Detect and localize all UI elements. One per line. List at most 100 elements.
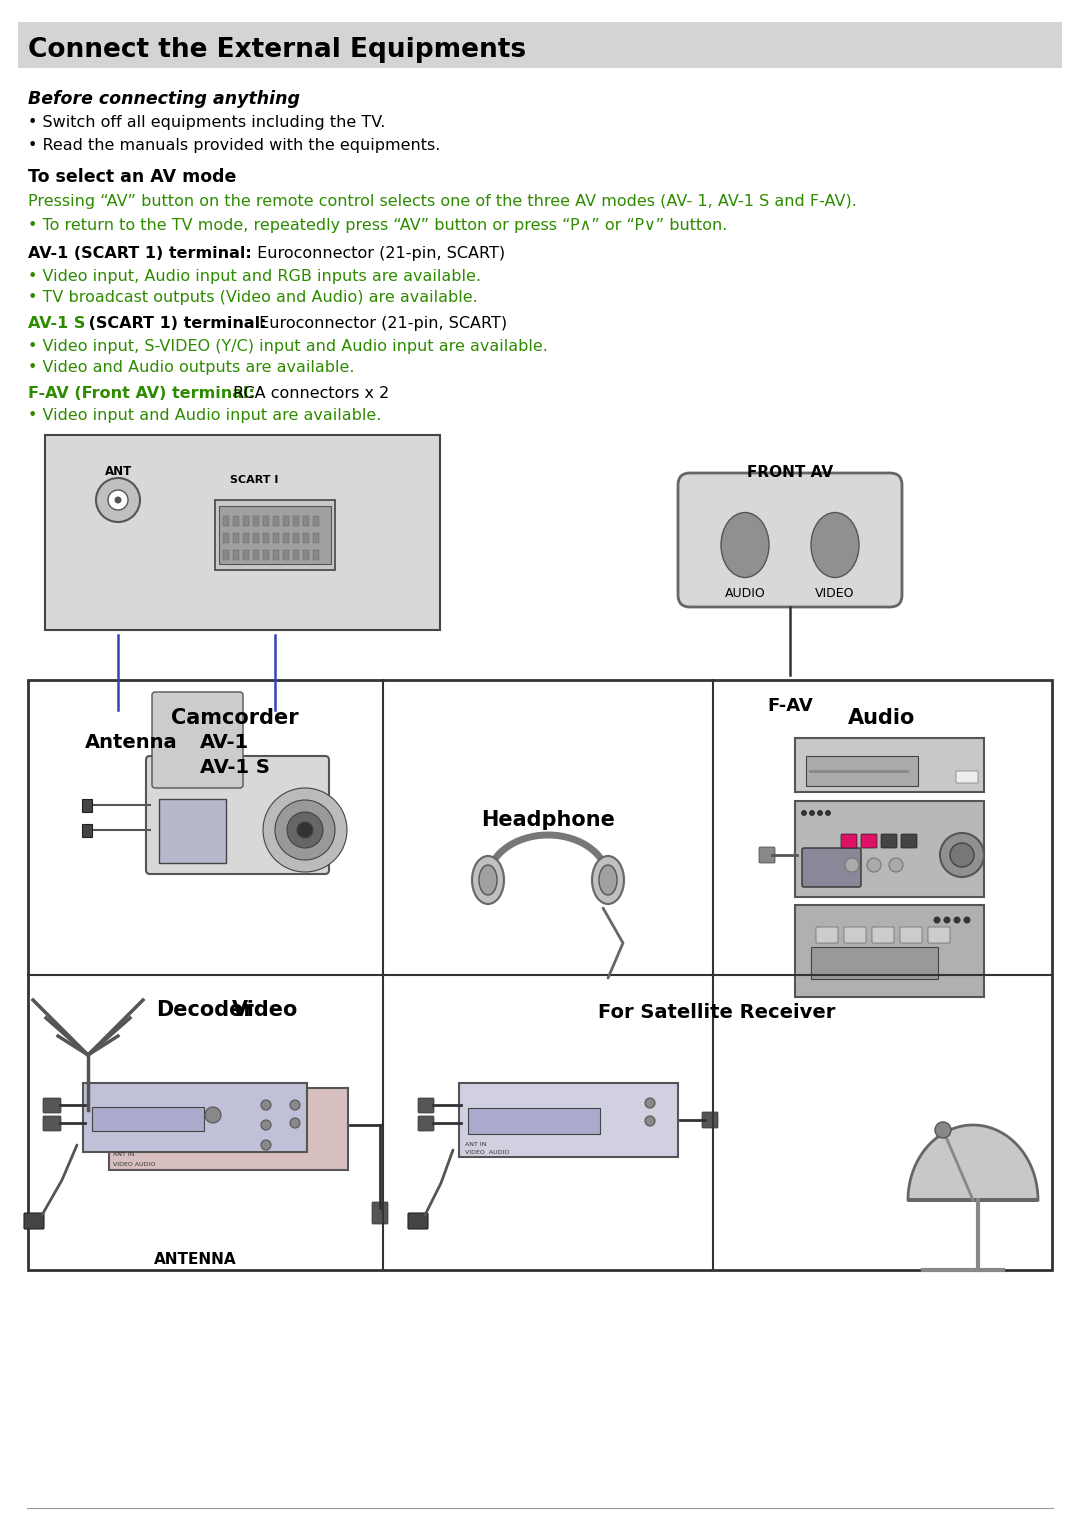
Circle shape (108, 490, 129, 510)
Text: Euroconnector (21-pin, SCART): Euroconnector (21-pin, SCART) (254, 316, 508, 332)
FancyBboxPatch shape (159, 799, 226, 863)
Text: F-AV: F-AV (767, 697, 813, 715)
Text: • Video input, Audio input and RGB inputs are available.: • Video input, Audio input and RGB input… (28, 269, 481, 284)
Circle shape (801, 810, 807, 816)
Text: • To return to the TV mode, repeatedly press “AV” button or press “P∧” or “P∨” b: • To return to the TV mode, repeatedly p… (28, 219, 727, 232)
Circle shape (205, 1106, 221, 1123)
Text: Antenna: Antenna (85, 733, 177, 752)
Text: • Switch off all equipments including the TV.: • Switch off all equipments including th… (28, 115, 386, 130)
Text: Video: Video (232, 999, 298, 1021)
FancyBboxPatch shape (222, 516, 229, 526)
FancyBboxPatch shape (861, 834, 877, 848)
FancyBboxPatch shape (243, 533, 249, 542)
FancyBboxPatch shape (293, 516, 299, 526)
FancyBboxPatch shape (253, 533, 259, 542)
Ellipse shape (599, 865, 617, 895)
FancyBboxPatch shape (219, 506, 330, 564)
Circle shape (933, 917, 941, 923)
FancyBboxPatch shape (313, 533, 319, 542)
FancyBboxPatch shape (166, 1100, 184, 1112)
Text: Audio: Audio (848, 707, 916, 727)
FancyBboxPatch shape (303, 550, 309, 559)
Circle shape (645, 1115, 654, 1126)
FancyBboxPatch shape (109, 1088, 348, 1170)
FancyBboxPatch shape (759, 847, 775, 863)
Text: VIDEO AUDIO: VIDEO AUDIO (113, 1161, 156, 1167)
Circle shape (889, 859, 903, 872)
Circle shape (114, 497, 121, 504)
Text: AV-1 S: AV-1 S (28, 316, 85, 332)
Text: Decoder: Decoder (157, 999, 254, 1021)
FancyBboxPatch shape (264, 533, 269, 542)
Text: VIDEO  AUDIO: VIDEO AUDIO (465, 1151, 510, 1155)
FancyBboxPatch shape (293, 550, 299, 559)
FancyBboxPatch shape (702, 1112, 718, 1128)
Text: ANTENNA: ANTENNA (153, 1251, 237, 1267)
FancyBboxPatch shape (233, 550, 239, 559)
FancyBboxPatch shape (43, 1115, 60, 1131)
Text: RCA connectors x 2: RCA connectors x 2 (228, 387, 389, 400)
FancyBboxPatch shape (273, 550, 279, 559)
FancyBboxPatch shape (283, 516, 289, 526)
Circle shape (291, 1100, 300, 1109)
FancyBboxPatch shape (152, 692, 243, 788)
FancyBboxPatch shape (313, 516, 319, 526)
Circle shape (287, 811, 323, 848)
FancyBboxPatch shape (802, 848, 861, 886)
FancyBboxPatch shape (872, 927, 894, 943)
FancyBboxPatch shape (222, 550, 229, 559)
Text: (SCART 1) terminal:: (SCART 1) terminal: (83, 316, 267, 332)
FancyBboxPatch shape (795, 801, 984, 897)
Text: AV-1: AV-1 (200, 733, 249, 752)
FancyBboxPatch shape (144, 1100, 161, 1112)
Circle shape (950, 843, 974, 866)
FancyBboxPatch shape (24, 1213, 44, 1229)
FancyBboxPatch shape (28, 680, 1052, 1270)
Text: Before connecting anything: Before connecting anything (28, 90, 300, 108)
Text: FRONT AV: FRONT AV (747, 465, 833, 480)
Text: To select an AV mode: To select an AV mode (28, 168, 237, 186)
FancyBboxPatch shape (118, 1112, 255, 1141)
FancyBboxPatch shape (459, 1083, 678, 1157)
FancyBboxPatch shape (253, 516, 259, 526)
Ellipse shape (592, 856, 624, 905)
Circle shape (954, 917, 960, 923)
Text: • TV broadcast outputs (Video and Audio) are available.: • TV broadcast outputs (Video and Audio)… (28, 290, 477, 306)
FancyBboxPatch shape (901, 834, 917, 848)
Circle shape (96, 478, 140, 523)
FancyBboxPatch shape (408, 1213, 428, 1229)
FancyBboxPatch shape (235, 1100, 253, 1112)
FancyBboxPatch shape (811, 947, 939, 979)
Circle shape (825, 810, 831, 816)
FancyBboxPatch shape (243, 550, 249, 559)
FancyBboxPatch shape (816, 927, 838, 943)
FancyBboxPatch shape (273, 516, 279, 526)
FancyBboxPatch shape (795, 905, 984, 996)
FancyBboxPatch shape (83, 1083, 307, 1152)
Text: Headphone: Headphone (481, 810, 615, 830)
FancyBboxPatch shape (303, 533, 309, 542)
Text: SCART I: SCART I (230, 475, 279, 484)
Circle shape (940, 833, 984, 877)
Circle shape (261, 1120, 271, 1131)
FancyBboxPatch shape (243, 516, 249, 526)
FancyBboxPatch shape (928, 927, 950, 943)
FancyBboxPatch shape (45, 435, 440, 630)
Ellipse shape (811, 512, 859, 578)
Polygon shape (908, 1125, 1038, 1199)
FancyBboxPatch shape (233, 516, 239, 526)
Circle shape (845, 859, 859, 872)
FancyBboxPatch shape (956, 772, 978, 782)
FancyBboxPatch shape (43, 1099, 60, 1112)
Text: • Read the manuals provided with the equipments.: • Read the manuals provided with the equ… (28, 138, 441, 153)
Text: AUDIO: AUDIO (725, 587, 766, 601)
Text: • Video input, S-VIDEO (Y/C) input and Audio input are available.: • Video input, S-VIDEO (Y/C) input and A… (28, 339, 548, 354)
FancyBboxPatch shape (418, 1099, 434, 1112)
FancyBboxPatch shape (283, 550, 289, 559)
FancyBboxPatch shape (213, 1100, 229, 1112)
Circle shape (816, 810, 823, 816)
Circle shape (645, 1099, 654, 1108)
FancyBboxPatch shape (253, 550, 259, 559)
FancyBboxPatch shape (881, 834, 897, 848)
FancyBboxPatch shape (795, 738, 984, 792)
